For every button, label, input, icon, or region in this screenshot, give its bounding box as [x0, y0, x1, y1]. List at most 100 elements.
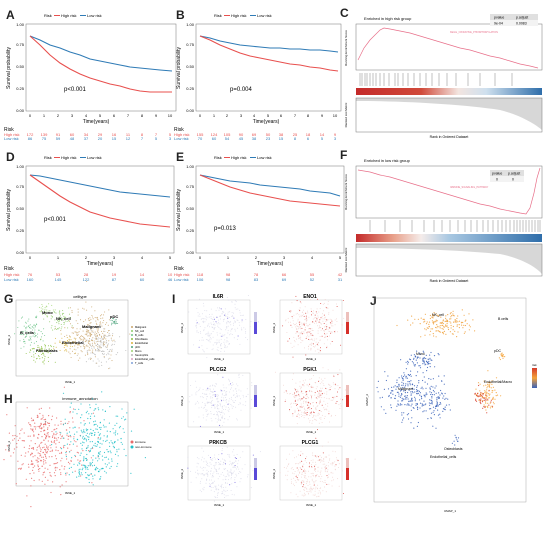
cell-point	[206, 478, 207, 480]
cell-point	[231, 493, 233, 495]
cell-point	[119, 336, 121, 338]
cell-point	[307, 334, 309, 336]
cell-point	[295, 456, 297, 458]
risk-count: 172	[27, 132, 34, 137]
cell-point	[107, 344, 109, 346]
cell-point	[120, 441, 122, 444]
cell-point	[317, 316, 319, 318]
cell-point	[304, 408, 305, 410]
cell-point	[36, 459, 38, 461]
cell-point	[491, 405, 494, 407]
cell-point	[89, 407, 91, 409]
x-tick: 7	[294, 113, 297, 118]
cell-point	[31, 463, 33, 466]
cell-point	[487, 406, 489, 409]
cell-point	[234, 477, 236, 478]
y-axis-label: tSNE_2	[272, 469, 276, 480]
cell-point	[49, 321, 51, 323]
cell-point	[236, 486, 238, 488]
cell-point	[224, 482, 226, 484]
cell-point	[294, 403, 296, 404]
cell-point	[238, 376, 240, 378]
cell-point	[432, 313, 434, 315]
cell-point	[293, 340, 295, 342]
cell-point	[319, 308, 321, 309]
cell-point	[50, 318, 52, 320]
cell-point	[79, 474, 81, 476]
cell-point	[323, 418, 325, 419]
cell-point	[210, 473, 211, 475]
cell-point	[321, 397, 323, 399]
cell-point	[219, 323, 221, 325]
cell-point	[205, 419, 207, 421]
cell-point	[197, 469, 199, 471]
cell-point	[47, 351, 49, 353]
cell-point	[99, 421, 101, 423]
cell-point	[80, 336, 82, 338]
cell-point	[88, 413, 90, 415]
cell-point	[109, 467, 111, 469]
cell-point	[296, 325, 298, 327]
cell-point	[30, 460, 33, 462]
cell-point	[51, 315, 53, 318]
cell-point	[431, 359, 433, 361]
cell-point	[37, 415, 39, 417]
cell-point	[78, 344, 80, 346]
cell-point	[76, 334, 79, 337]
cell-point	[453, 440, 455, 442]
cell-point	[209, 388, 211, 390]
cell-point	[314, 394, 316, 396]
x-tick: 4	[311, 255, 314, 260]
cell-point	[385, 412, 387, 414]
cell-point	[81, 464, 83, 466]
cell-point	[216, 405, 218, 407]
cell-point	[102, 424, 105, 426]
cell-point	[230, 478, 232, 480]
cell-point	[412, 322, 414, 324]
cell-point	[301, 332, 303, 334]
cell-point	[320, 417, 322, 419]
cell-point	[302, 309, 304, 311]
cell-point	[79, 463, 81, 465]
cell-point	[89, 344, 91, 346]
cell-point	[30, 349, 32, 352]
cell-point	[99, 469, 101, 471]
cell-point	[424, 381, 426, 383]
cell-point	[225, 345, 226, 347]
cell-point	[34, 326, 36, 328]
cell-point	[37, 457, 39, 459]
cell-point	[218, 419, 220, 421]
cell-point	[217, 412, 218, 414]
cell-point	[432, 425, 434, 427]
cell-point	[34, 325, 37, 327]
cell-point	[315, 464, 317, 466]
cell-point	[50, 352, 52, 354]
cluster-label: NK_cell	[56, 316, 71, 321]
risk-count: 105	[224, 132, 231, 137]
cell-point	[96, 444, 98, 446]
cell-point	[487, 405, 489, 407]
cell-point	[393, 386, 395, 388]
cell-point	[45, 450, 47, 452]
cell-point	[312, 330, 314, 331]
cell-point	[300, 302, 302, 304]
cell-point	[303, 401, 304, 403]
cell-point	[301, 322, 303, 324]
cell-point	[43, 429, 45, 431]
cell-point	[111, 360, 113, 362]
cell-point	[217, 493, 219, 495]
cell-point	[445, 404, 448, 406]
cell-point	[71, 325, 73, 327]
cell-point	[122, 428, 124, 430]
cell-point	[312, 454, 313, 456]
cell-point	[219, 328, 221, 330]
cell-point	[419, 407, 421, 409]
panel-label-c: C	[340, 6, 349, 20]
cell-point	[228, 379, 230, 381]
cell-point	[97, 346, 99, 348]
cell-point	[312, 321, 313, 323]
cell-point	[224, 497, 226, 498]
cell-point	[225, 315, 227, 317]
cell-point	[33, 434, 35, 436]
